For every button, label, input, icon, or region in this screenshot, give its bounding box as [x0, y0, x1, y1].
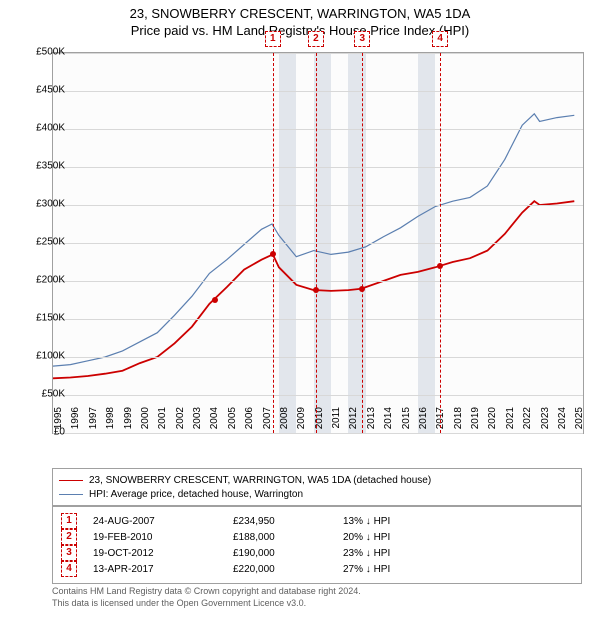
x-axis-label: 2019	[470, 407, 481, 437]
gridline	[53, 129, 583, 130]
y-axis-label: £200K	[36, 275, 65, 286]
gridline	[53, 53, 583, 54]
sale-index: 1	[61, 513, 77, 529]
sale-dot	[270, 251, 276, 257]
legend-label: HPI: Average price, detached house, Warr…	[89, 489, 303, 500]
sale-diff: 27% ↓ HPI	[343, 564, 433, 575]
x-axis-label: 2000	[140, 407, 151, 437]
legend-swatch	[59, 480, 83, 481]
sale-price: £234,950	[233, 516, 343, 527]
gridline	[53, 243, 583, 244]
sale-price: £220,000	[233, 564, 343, 575]
sale-dot	[212, 297, 218, 303]
event-marker: 2	[308, 31, 324, 47]
y-axis-label: £150K	[36, 313, 65, 324]
x-axis-label: 1996	[70, 407, 81, 437]
x-axis-label: 2014	[383, 407, 394, 437]
y-axis-label: £350K	[36, 161, 65, 172]
x-axis-label: 2018	[453, 407, 464, 437]
event-line	[316, 53, 317, 433]
sale-index: 3	[61, 545, 77, 561]
x-axis-label: 2009	[296, 407, 307, 437]
event-line	[440, 53, 441, 433]
legend-box: 23, SNOWBERRY CRESCENT, WARRINGTON, WA5 …	[52, 468, 582, 506]
gridline	[53, 395, 583, 396]
sale-diff: 20% ↓ HPI	[343, 532, 433, 543]
x-axis-label: 2021	[505, 407, 516, 437]
x-axis-label: 2001	[157, 407, 168, 437]
chart-container: 23, SNOWBERRY CRESCENT, WARRINGTON, WA5 …	[0, 0, 600, 620]
sale-dot	[313, 287, 319, 293]
sale-index: 4	[61, 561, 77, 577]
event-line	[362, 53, 363, 433]
sale-date: 19-OCT-2012	[93, 548, 233, 559]
sale-diff: 23% ↓ HPI	[343, 548, 433, 559]
footer-line2: This data is licensed under the Open Gov…	[52, 598, 582, 610]
event-line	[273, 53, 274, 433]
x-axis-label: 2024	[557, 407, 568, 437]
sales-table: 1 24-AUG-2007£234,95013% ↓ HPI 2 19-FEB-201…	[52, 506, 582, 584]
sale-dot	[359, 286, 365, 292]
gridline	[53, 91, 583, 92]
sale-row: 2 19-FEB-2010£188,00020% ↓ HPI	[61, 529, 573, 545]
x-axis-label: 2020	[487, 407, 498, 437]
gridline	[53, 357, 583, 358]
chart-title: 23, SNOWBERRY CRESCENT, WARRINGTON, WA5 …	[0, 0, 600, 21]
x-axis-label: 2013	[366, 407, 377, 437]
legend-swatch	[59, 494, 83, 495]
sale-price: £188,000	[233, 532, 343, 543]
sale-date: 24-AUG-2007	[93, 516, 233, 527]
event-marker: 3	[354, 31, 370, 47]
x-axis-label: 2011	[331, 407, 342, 437]
x-axis-label: 2012	[348, 407, 359, 437]
x-axis-label: 2023	[540, 407, 551, 437]
gridline	[53, 281, 583, 282]
x-axis-label: 2008	[279, 407, 290, 437]
x-axis-label: 2015	[401, 407, 412, 437]
event-marker: 4	[432, 31, 448, 47]
y-axis-label: £250K	[36, 237, 65, 248]
footer-text: Contains HM Land Registry data © Crown c…	[52, 586, 582, 609]
sale-row: 1 24-AUG-2007£234,95013% ↓ HPI	[61, 513, 573, 529]
x-axis-label: 2003	[192, 407, 203, 437]
legend-row: HPI: Average price, detached house, Warr…	[59, 487, 575, 501]
sale-row: 3 19-OCT-2012£190,00023% ↓ HPI	[61, 545, 573, 561]
legend-label: 23, SNOWBERRY CRESCENT, WARRINGTON, WA5 …	[89, 475, 431, 486]
gridline	[53, 205, 583, 206]
sale-price: £190,000	[233, 548, 343, 559]
gridline	[53, 167, 583, 168]
y-axis-label: £0	[54, 427, 65, 438]
series-hpi	[53, 114, 574, 366]
x-axis-label: 2007	[262, 407, 273, 437]
gridline	[53, 319, 583, 320]
sale-diff: 13% ↓ HPI	[343, 516, 433, 527]
y-axis-label: £400K	[36, 123, 65, 134]
footer-line1: Contains HM Land Registry data © Crown c…	[52, 586, 582, 598]
plot-area: 1995199619971998199920002001200220032004…	[52, 52, 584, 434]
x-axis-label: 2006	[244, 407, 255, 437]
legend-row: 23, SNOWBERRY CRESCENT, WARRINGTON, WA5 …	[59, 473, 575, 487]
y-axis-label: £50K	[42, 389, 65, 400]
x-axis-label: 2022	[522, 407, 533, 437]
y-axis-label: £450K	[36, 85, 65, 96]
sale-index: 2	[61, 529, 77, 545]
x-axis-label: 1999	[123, 407, 134, 437]
y-axis-label: £300K	[36, 199, 65, 210]
x-axis-label: 2002	[175, 407, 186, 437]
sale-row: 4 13-APR-2017£220,00027% ↓ HPI	[61, 561, 573, 577]
x-axis-label: 1997	[88, 407, 99, 437]
sale-date: 13-APR-2017	[93, 564, 233, 575]
chart-subtitle: Price paid vs. HM Land Registry's House …	[0, 21, 600, 38]
x-axis-label: 2025	[574, 407, 585, 437]
y-axis-label: £100K	[36, 351, 65, 362]
y-axis-label: £500K	[36, 47, 65, 58]
sale-date: 19-FEB-2010	[93, 532, 233, 543]
x-axis-label: 2016	[418, 407, 429, 437]
x-axis-label: 2004	[209, 407, 220, 437]
x-axis-label: 1998	[105, 407, 116, 437]
x-axis-label: 2005	[227, 407, 238, 437]
sale-dot	[437, 263, 443, 269]
event-marker: 1	[265, 31, 281, 47]
